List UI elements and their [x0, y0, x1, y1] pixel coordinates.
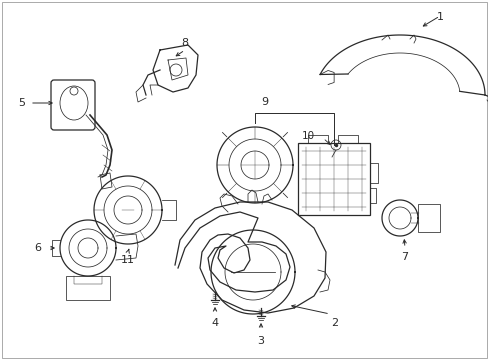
- Text: 11: 11: [121, 255, 135, 265]
- Text: 7: 7: [401, 252, 408, 262]
- Text: 3: 3: [257, 336, 264, 346]
- Text: 6: 6: [35, 243, 41, 253]
- Text: 10: 10: [301, 131, 314, 141]
- Text: 9: 9: [261, 97, 268, 107]
- Text: 8: 8: [181, 38, 188, 48]
- Text: 2: 2: [331, 318, 338, 328]
- Text: 1: 1: [436, 12, 443, 22]
- Text: 5: 5: [19, 98, 25, 108]
- Text: 4: 4: [211, 318, 218, 328]
